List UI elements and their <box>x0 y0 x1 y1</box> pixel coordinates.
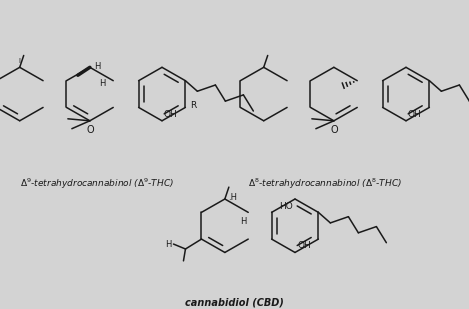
Text: OH: OH <box>408 110 422 119</box>
Text: H: H <box>94 62 100 71</box>
Text: R: R <box>190 101 197 110</box>
Text: I: I <box>19 58 21 64</box>
Text: .H: .H <box>228 193 237 201</box>
Text: H: H <box>240 217 246 226</box>
Text: O: O <box>86 125 94 135</box>
Text: H: H <box>99 79 105 88</box>
Text: OH: OH <box>297 242 311 251</box>
Text: O: O <box>330 125 338 135</box>
Text: cannabidiol (CBD): cannabidiol (CBD) <box>185 297 283 307</box>
Text: OH: OH <box>164 110 178 119</box>
Text: $\Delta^8$-tetrahydrocannabinol ($\Delta^8$-THC): $\Delta^8$-tetrahydrocannabinol ($\Delta… <box>248 176 402 191</box>
Text: HO: HO <box>279 202 293 211</box>
Text: $\Delta^9$-tetrahydrocannabinol ($\Delta^9$-THC): $\Delta^9$-tetrahydrocannabinol ($\Delta… <box>20 176 174 191</box>
Text: H: H <box>165 239 172 248</box>
